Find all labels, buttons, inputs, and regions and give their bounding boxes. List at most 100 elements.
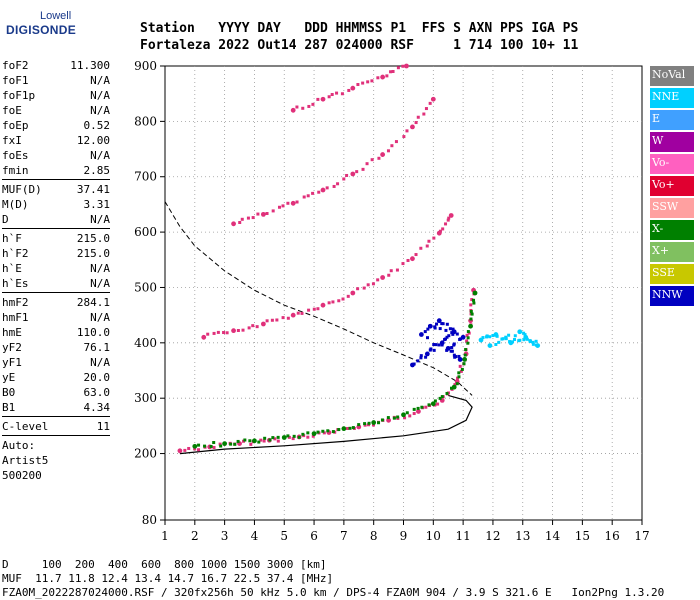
echo-point [452,342,456,346]
echo-point [385,74,389,78]
echo-point [512,337,516,341]
echo-point [341,297,345,301]
echo-point [531,340,535,344]
y-tick-label: 900 [134,59,157,73]
param-name: MUF(D) [2,183,42,196]
y-tick-label: 80 [142,513,157,527]
echo-point [525,337,529,341]
echo-point [392,416,396,420]
echo-point [241,328,245,332]
echo-point [292,434,296,438]
echo-point [427,239,431,243]
y-tick-label: 800 [134,114,157,128]
legend-item: E [650,110,694,130]
param-value: 20.0 [83,371,111,384]
footer: D 100 200 400 600 800 1000 1500 3000 [km… [2,558,664,600]
echo-point [450,346,454,350]
echo-point [436,402,440,406]
echo-point [469,303,473,307]
echo-point [448,213,454,218]
echo-point [247,326,251,330]
echo-point [462,357,468,362]
echo-point [236,439,240,443]
echo-point [240,217,244,221]
echo-point [341,426,347,432]
echo-point [306,194,310,198]
echo-point [466,341,470,345]
echo-point [494,342,498,346]
echo-point [206,332,210,336]
echo-point [453,383,457,387]
echo-point [386,417,391,423]
echo-point [290,107,296,113]
echo-point [404,63,409,69]
param-name: foEp [2,119,29,132]
param-name: B1 [2,401,16,414]
legend-item: X+ [650,242,694,262]
echo-point [396,66,400,70]
echo-point [470,298,474,302]
plot-axes: 1 2 3 4 5 6 7 8 9 10 11 12 13 14 15 16 17802003004005006… [134,59,650,543]
param-value: 2.85 [83,164,111,177]
echo-point [183,448,187,452]
echo-point [351,426,355,430]
x-tick-label: 5 [280,529,288,543]
echo-point [350,85,356,91]
echo-point [445,391,449,395]
logo-line1: Lowell [40,10,72,22]
echo-point [424,351,430,357]
echo-point [405,129,409,133]
param-value: 12.00 [76,134,110,147]
param-value: N/A [90,104,110,117]
echo-point [197,448,201,452]
echo-point [366,80,370,84]
echo-point [406,258,410,262]
echo-point [249,442,253,446]
echo-point [396,415,400,419]
y-tick-label: 300 [134,391,157,405]
echo-point [363,422,367,426]
legend-item: NNW [650,286,694,306]
legend-item: NoVal [650,66,694,86]
echo-point [416,406,420,410]
param-value: N/A [90,74,110,87]
echo-point [487,343,493,348]
param-separator [2,292,110,293]
echo-point [345,173,349,177]
echo-point [531,342,535,346]
param-name: h`F [2,232,22,245]
echo-point [268,438,272,442]
param-name: h`E [2,262,22,275]
echo-point [497,340,501,344]
header-values: Fortaleza 2022 Out14 287 024000 RSF 1 71… [140,38,579,53]
footer-muf: MUF 11.7 11.8 12.4 13.4 14.7 16.7 22.5 3… [2,572,334,585]
param-value: N/A [90,89,110,102]
echo-point [436,318,442,324]
legend-item: SSE [650,264,694,284]
echo-point [225,331,229,335]
param-row: yF2 76.1 [2,340,110,355]
echo-point [377,421,381,425]
echo-point [469,317,473,321]
param-name: yF2 [2,341,22,354]
y-tick-label: 400 [134,336,157,350]
echo-point [445,335,449,339]
echo-point [336,182,340,186]
param-value: 3.31 [83,198,111,211]
param-value: 11.300 [70,59,110,72]
param-group-1: foF2 11.300 foF1 N/A foF1p N/A foE N/A foEp 0.52 f… [2,58,110,178]
echo-point [504,335,508,339]
echo-point [440,343,444,347]
echo-point [495,334,499,338]
echo-point [370,158,374,162]
x-tick-label: 13 [515,529,530,543]
autoscaling-line: Auto: [2,439,36,452]
echo-point [426,336,430,340]
legend-item: SSW [650,198,694,218]
echo-point [457,375,461,379]
param-name: yF1 [2,356,22,369]
echo-point [265,319,269,323]
echo-point [233,442,237,446]
param-row: hmF2 284.1 [2,295,110,310]
